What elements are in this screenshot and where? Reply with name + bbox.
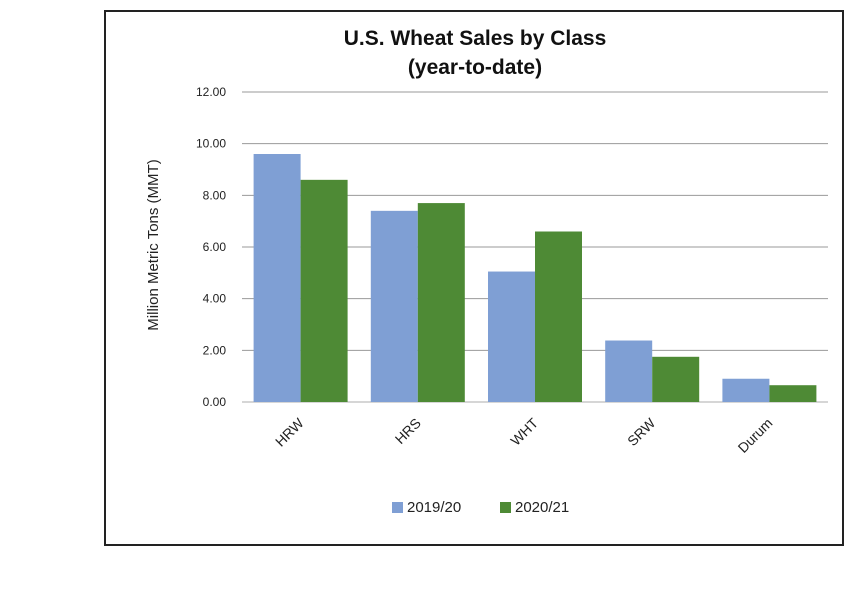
y-tick-label: 0.00	[203, 395, 227, 409]
legend-label: 2019/20	[407, 499, 461, 516]
legend-label: 2020/21	[515, 499, 569, 516]
bar-wht-2020-21	[535, 231, 582, 402]
y-axis-label: Million Metric Tons (MMT)	[145, 159, 162, 330]
x-tick-label: SRW	[624, 414, 659, 449]
chart-frame	[104, 10, 844, 546]
x-tick-label: WHT	[507, 415, 541, 449]
x-tick-label: HRS	[392, 415, 424, 447]
y-tick-label: 4.00	[203, 292, 227, 306]
y-tick-label: 6.00	[203, 240, 227, 254]
chart-title: U.S. Wheat Sales by Class	[344, 27, 607, 50]
bars	[253, 154, 817, 402]
bar-hrs-2019-20	[370, 210, 418, 402]
legend-swatch	[392, 502, 403, 513]
bar-durum-2020-21	[769, 385, 817, 402]
bar-srw-2020-21	[652, 356, 700, 402]
bar-hrs-2020-21	[417, 203, 465, 402]
chart-subtitle: (year-to-date)	[408, 56, 542, 79]
y-tick-label: 2.00	[203, 343, 227, 357]
bar-durum-2019-20	[722, 378, 770, 402]
y-tick-label: 12.00	[196, 85, 226, 99]
x-tick-label: Durum	[734, 415, 775, 456]
x-tick-labels: HRW HRS WHT SRW Durum	[272, 414, 776, 456]
bar-hrw-2020-21	[300, 179, 348, 402]
x-tick-label: HRW	[272, 414, 307, 449]
bar-wht-2019-20	[488, 271, 535, 402]
legend: 2019/20 2020/21	[392, 499, 569, 516]
y-tick-labels: 0.00 2.00 4.00 6.00 8.00 10.00 12.00	[196, 85, 226, 409]
legend-swatch	[500, 502, 511, 513]
bar-hrw-2019-20	[253, 154, 301, 402]
y-tick-label: 8.00	[203, 188, 227, 202]
y-tick-label: 10.00	[196, 137, 226, 151]
bar-srw-2019-20	[605, 340, 653, 402]
